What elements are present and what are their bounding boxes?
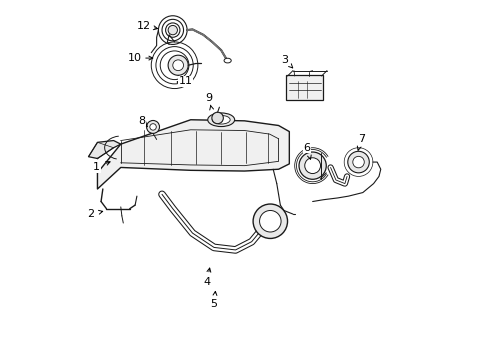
Polygon shape — [88, 140, 121, 158]
Text: 8: 8 — [139, 116, 145, 126]
Polygon shape — [97, 120, 289, 189]
Ellipse shape — [207, 113, 234, 127]
Circle shape — [146, 121, 159, 134]
Text: 10: 10 — [128, 53, 142, 63]
Text: 11: 11 — [178, 76, 192, 86]
Circle shape — [172, 60, 183, 71]
Text: 5: 5 — [210, 299, 217, 309]
Circle shape — [253, 204, 287, 238]
Circle shape — [304, 158, 320, 174]
Text: 9: 9 — [204, 93, 212, 103]
Ellipse shape — [224, 58, 231, 63]
Circle shape — [259, 211, 281, 232]
Text: 7: 7 — [357, 134, 364, 144]
Ellipse shape — [212, 116, 230, 124]
Text: 12: 12 — [137, 21, 151, 31]
Circle shape — [298, 152, 325, 179]
Text: 2: 2 — [87, 209, 94, 219]
Circle shape — [168, 55, 188, 75]
Text: 4: 4 — [203, 277, 210, 287]
Circle shape — [352, 156, 364, 168]
Text: 6: 6 — [303, 143, 310, 153]
Text: 1: 1 — [93, 162, 100, 172]
Circle shape — [149, 124, 156, 130]
Text: 3: 3 — [281, 55, 287, 65]
Circle shape — [168, 26, 177, 35]
Circle shape — [211, 112, 223, 124]
Circle shape — [347, 151, 368, 173]
FancyBboxPatch shape — [286, 75, 322, 100]
